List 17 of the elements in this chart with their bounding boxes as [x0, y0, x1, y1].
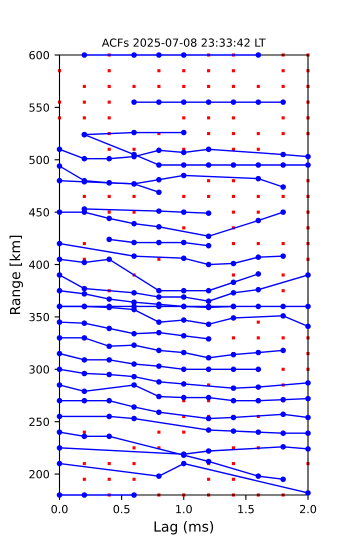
x-axis-title: Lag (ms): [154, 521, 214, 534]
x-tick-label: 0.5: [114, 504, 130, 514]
y-tick-label: 200: [29, 470, 50, 478]
x-tick-label: 1.5: [238, 505, 254, 514]
chart-title: ACFs 2025-07-08 23:33:42 LT: [102, 38, 266, 47]
y-tick-label: 450: [29, 208, 50, 217]
y-axis-title: Range [km]: [10, 236, 24, 314]
y-tick-label: 400: [29, 260, 50, 269]
y-tick-label: 250: [29, 418, 50, 426]
y-tick-label: 550: [29, 103, 50, 112]
y-tick-label: 500: [29, 156, 50, 164]
x-tick-label: 0.0: [51, 504, 68, 514]
y-tick-label: 300: [29, 365, 50, 374]
y-tick-label: 350: [29, 312, 50, 322]
x-tick-label: 2.0: [300, 504, 316, 514]
x-tick-label: 1.0: [176, 504, 192, 514]
y-tick-label: 600: [29, 50, 50, 60]
